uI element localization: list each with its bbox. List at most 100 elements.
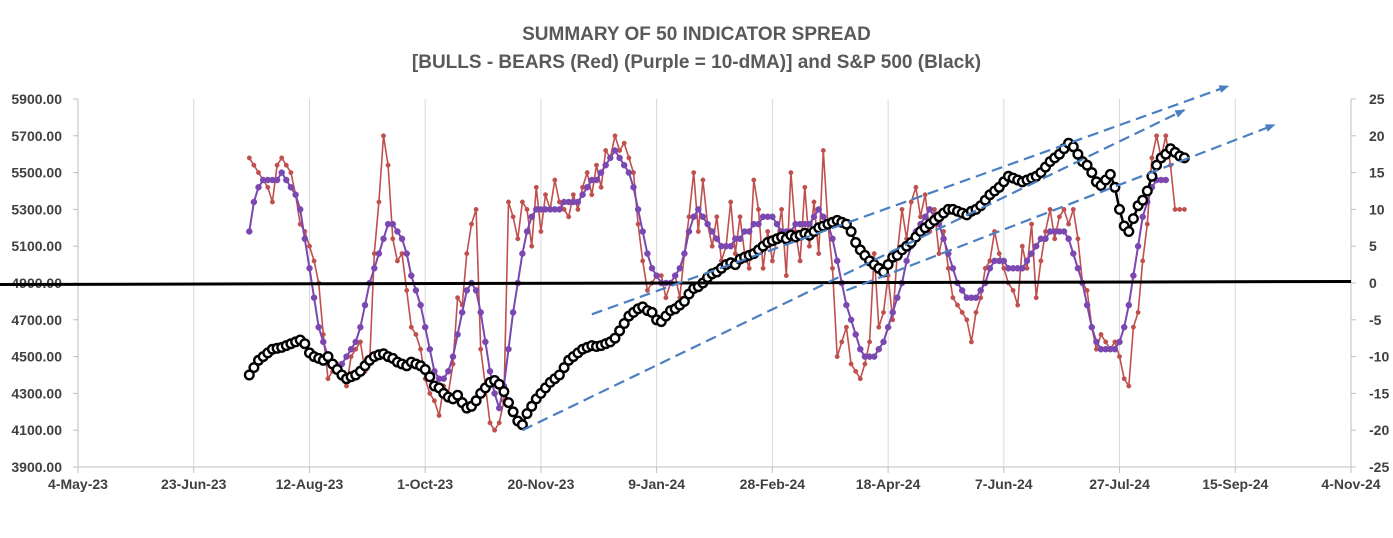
x-tick-label: 7-Jun-24 xyxy=(975,476,1033,492)
ma-point xyxy=(421,323,429,331)
y-left-tick-label: 4300.00 xyxy=(11,385,62,401)
spread-point xyxy=(431,398,437,404)
sp500-series xyxy=(243,137,1190,431)
ma-point xyxy=(602,161,609,169)
ma-point xyxy=(583,184,591,191)
spread-point xyxy=(1103,339,1109,345)
y-left-tick-label: 5700.00 xyxy=(11,128,62,144)
spread-point xyxy=(908,199,914,205)
trend-arrow xyxy=(521,109,1186,432)
ma-point xyxy=(352,338,359,346)
spread-point xyxy=(584,170,590,176)
ma-point xyxy=(519,250,526,257)
spread-point xyxy=(385,162,391,168)
ma-point xyxy=(1093,338,1100,346)
spread-point xyxy=(922,192,928,198)
spread-point xyxy=(760,265,766,271)
ma-point xyxy=(1088,323,1096,331)
ma-point xyxy=(1130,272,1137,279)
ma-point xyxy=(676,265,684,272)
ma-point xyxy=(255,184,262,191)
spread-point xyxy=(714,214,720,220)
ma-point xyxy=(773,220,781,228)
y-right-tick-label: -5 xyxy=(1369,312,1382,328)
sp500-point xyxy=(845,225,857,237)
x-tick-label: 4-Nov-24 xyxy=(1321,476,1380,492)
ma-point xyxy=(977,287,984,294)
y-left-tick-label: 5900.00 xyxy=(11,91,62,107)
x-tick-label: 28-Feb-24 xyxy=(740,476,806,492)
spread-point xyxy=(737,214,743,220)
spread-point xyxy=(1181,206,1187,212)
ma-point xyxy=(278,169,285,176)
spread-point xyxy=(1061,206,1067,212)
spread-point xyxy=(519,199,525,205)
spread-point xyxy=(663,295,669,301)
ma-point xyxy=(1065,235,1072,243)
ma-point xyxy=(634,206,642,213)
sp500-point xyxy=(424,371,436,383)
ma-point xyxy=(357,323,364,331)
ma-point xyxy=(458,309,466,316)
ma-point xyxy=(1162,176,1170,184)
sp500-point xyxy=(1086,167,1098,179)
ma-point xyxy=(1000,257,1008,265)
sp500-point xyxy=(1141,185,1153,197)
spread-point xyxy=(913,184,919,190)
spread-point xyxy=(594,162,599,168)
sp500-point xyxy=(553,369,565,381)
ma-point xyxy=(597,169,605,176)
sp500-point xyxy=(1072,148,1084,160)
ma-point xyxy=(671,272,679,279)
spread-point xyxy=(1010,287,1016,293)
spread-point xyxy=(265,184,271,190)
spread-point xyxy=(529,243,535,249)
ma-point xyxy=(301,235,309,243)
ma-point xyxy=(958,287,966,294)
y-left-tick-label: 4500.00 xyxy=(11,349,62,365)
ma-point xyxy=(926,206,934,213)
ma-point xyxy=(246,228,253,235)
spread-point xyxy=(867,339,873,345)
spread-point xyxy=(1135,309,1141,315)
x-tick-label: 23-Jun-23 xyxy=(161,476,227,492)
spread-point xyxy=(964,317,970,323)
sp500-point xyxy=(493,378,505,390)
spread-point xyxy=(1033,295,1039,301)
ma-point xyxy=(1134,242,1142,250)
ma-point xyxy=(320,338,327,346)
spread-point xyxy=(644,287,650,293)
spread-point xyxy=(279,155,285,161)
ma-point xyxy=(607,154,614,162)
sp500-point xyxy=(1104,168,1116,180)
spread-point xyxy=(390,236,396,242)
spread-point xyxy=(1038,258,1044,264)
ma-point xyxy=(1074,265,1082,272)
ma-point xyxy=(810,213,818,221)
spread-point xyxy=(1019,243,1025,249)
spread-point xyxy=(570,192,576,198)
ma-point xyxy=(611,147,619,154)
ma-point xyxy=(713,235,721,243)
ma-point xyxy=(505,345,512,353)
ma-point xyxy=(644,250,651,257)
spread-series xyxy=(246,133,1187,433)
ma-point xyxy=(1120,323,1128,331)
ma-point xyxy=(482,338,489,346)
spread-point xyxy=(1144,221,1150,227)
ma-point xyxy=(695,206,702,213)
ma-point xyxy=(630,184,637,191)
spread-point xyxy=(1163,133,1169,139)
ma-point xyxy=(653,272,660,279)
spread-point xyxy=(408,324,414,330)
spread-point xyxy=(1029,221,1035,227)
spread-point xyxy=(538,229,544,234)
ma-point xyxy=(454,331,461,338)
spread-point xyxy=(955,302,960,308)
ma-point xyxy=(1060,228,1068,235)
spread-point xyxy=(1070,206,1076,212)
y-left-tick-label: 5100.00 xyxy=(11,238,62,254)
spread-point xyxy=(839,339,845,345)
spread-point xyxy=(691,170,697,176)
sp500-point xyxy=(507,406,519,418)
